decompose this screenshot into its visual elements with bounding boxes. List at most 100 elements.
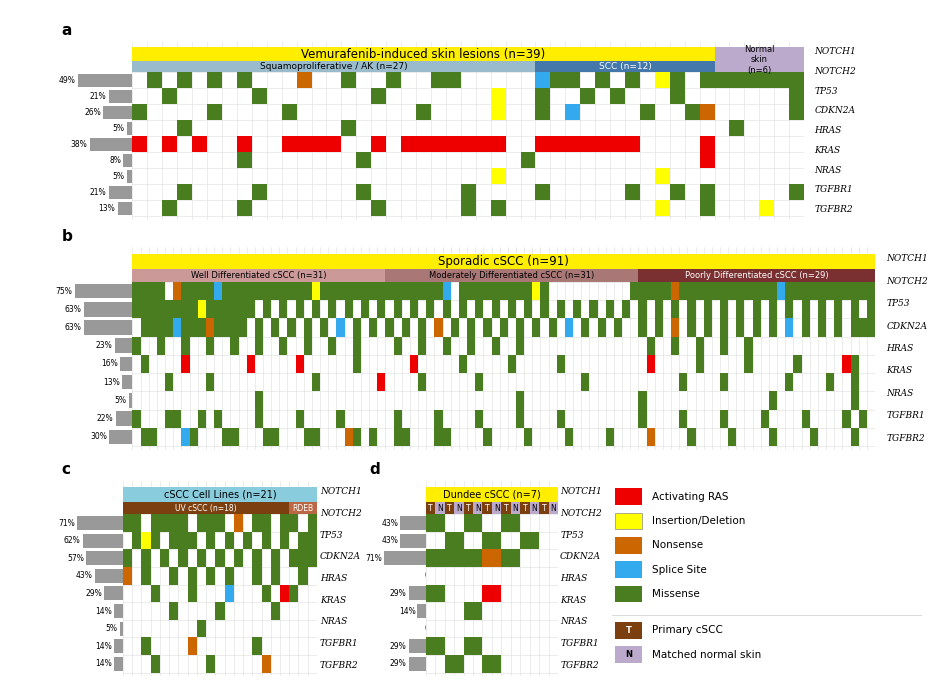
Bar [252,184,267,200]
Bar [540,282,549,300]
Text: NRAS: NRAS [320,618,347,627]
Bar [499,319,508,337]
Bar [304,337,312,355]
Bar [573,300,581,319]
Bar [700,200,714,216]
Text: N: N [551,504,556,513]
Bar [400,516,426,530]
Bar [646,355,655,373]
Bar [516,391,524,410]
Bar [443,282,450,300]
Text: KRAS: KRAS [815,146,840,155]
Bar [499,282,508,300]
Bar [459,282,467,300]
Bar [377,300,385,319]
Bar [247,282,254,300]
Bar [127,122,132,135]
Bar [511,514,520,532]
Bar [581,319,589,337]
Bar [337,319,344,337]
Bar [535,137,551,153]
Bar [761,410,769,428]
Bar [467,282,475,300]
Bar [402,428,410,446]
Bar [760,72,774,89]
Bar [670,72,685,89]
Bar [236,200,252,216]
Text: b: b [61,229,72,244]
Bar [132,269,385,282]
Text: cSCC Cell Lines (n=21): cSCC Cell Lines (n=21) [164,489,276,500]
Bar [254,410,263,428]
Text: Splice Site: Splice Site [652,565,707,575]
Bar [700,137,714,153]
Text: 0%: 0% [425,624,437,633]
Bar [850,319,859,337]
Bar [353,355,361,373]
Bar [818,300,826,319]
Bar [206,655,216,673]
Text: 21%: 21% [90,187,107,197]
Bar [243,532,253,549]
Bar [473,549,482,567]
Bar [464,549,473,567]
Bar [198,282,206,300]
Text: T: T [447,504,451,513]
Bar [834,282,842,300]
Bar [625,72,639,89]
Bar [511,502,520,514]
Bar [867,282,875,300]
Bar [639,300,646,319]
Text: KRAS: KRAS [320,596,346,605]
Bar [516,410,524,428]
Bar [745,72,760,89]
Bar [231,319,238,337]
Bar [254,282,263,300]
Bar [711,282,720,300]
Bar [182,319,189,337]
Bar [714,47,804,72]
Bar [610,137,625,153]
Bar [132,410,141,428]
Bar [473,602,482,620]
Bar [149,282,157,300]
Bar [357,153,371,168]
Text: NOTCH1: NOTCH1 [320,487,361,496]
Bar [289,585,298,602]
Bar [141,282,149,300]
Bar [459,300,467,319]
Bar [123,514,132,532]
Bar [271,602,280,620]
Text: NOTCH2: NOTCH2 [815,67,856,76]
Bar [132,337,141,355]
Bar [714,72,729,89]
Text: Nonsense: Nonsense [652,540,703,551]
Bar [328,300,337,319]
Bar [231,300,238,319]
Bar [769,282,777,300]
Bar [371,89,386,105]
Text: TGFBR2: TGFBR2 [560,661,599,670]
Bar [720,282,728,300]
Bar [261,532,271,549]
Bar [182,337,189,355]
Bar [402,319,410,337]
Bar [655,319,663,337]
Bar [461,137,476,153]
Text: 16%: 16% [101,360,117,369]
Bar [123,487,317,502]
Bar [720,337,728,355]
Bar [492,655,501,673]
Bar [801,282,810,300]
Bar [454,532,464,549]
Bar [82,534,123,548]
Bar [206,514,216,532]
Text: 14%: 14% [95,659,112,668]
Text: Dundee cSCC (n=7): Dundee cSCC (n=7) [443,489,541,500]
Bar [214,300,222,319]
Bar [409,639,426,653]
Text: 30%: 30% [90,432,107,441]
Bar [581,373,589,391]
Bar [236,72,252,89]
Bar [520,153,535,168]
